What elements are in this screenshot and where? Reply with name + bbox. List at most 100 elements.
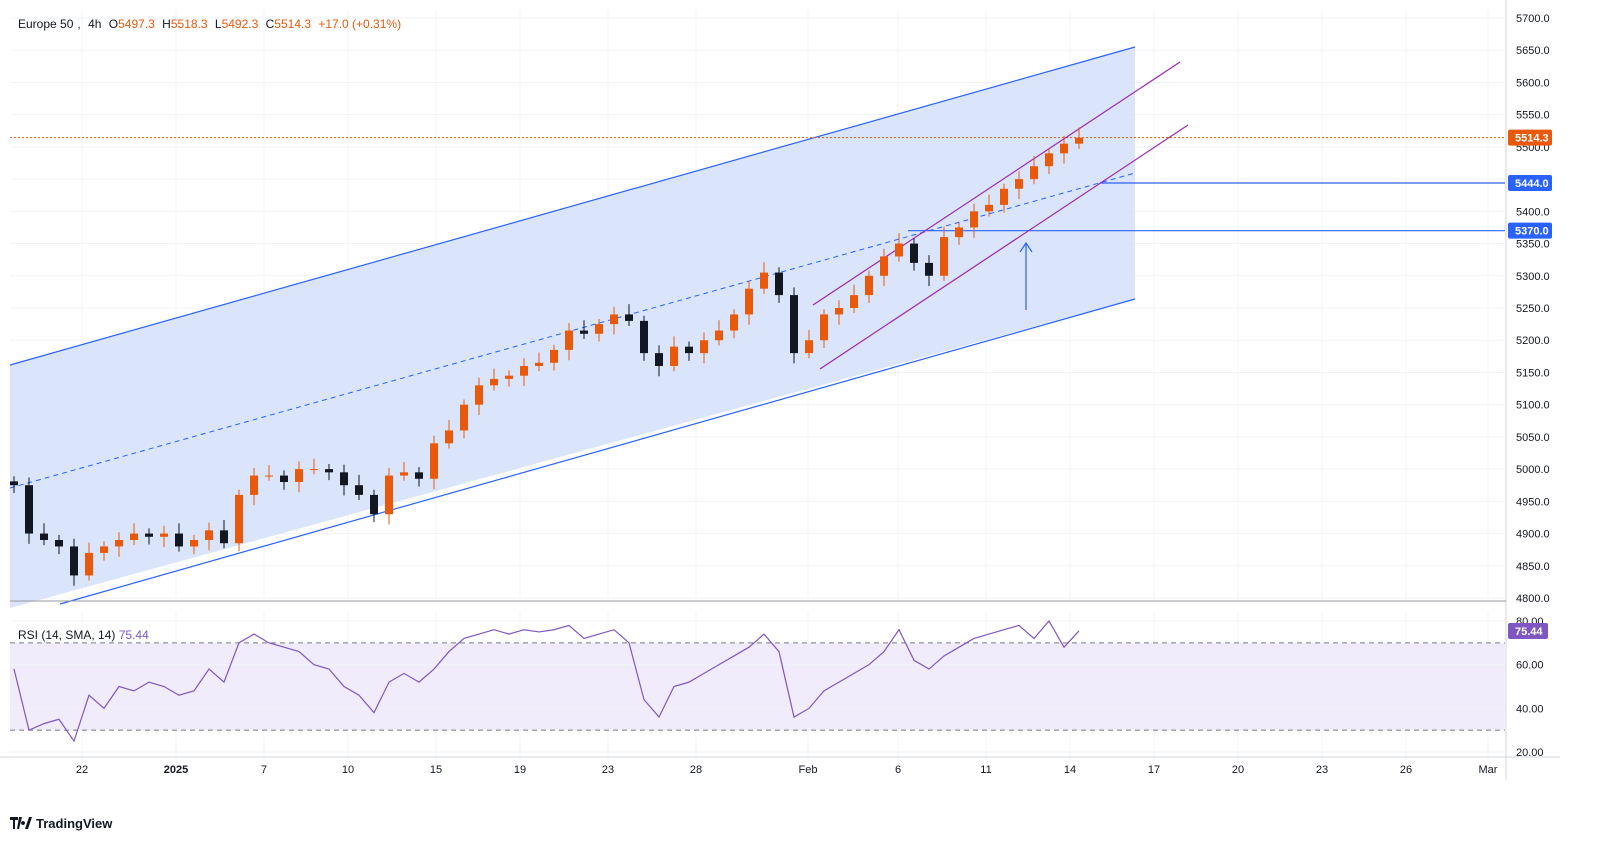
- candle-body: [925, 262, 933, 276]
- candle-body: [985, 204, 993, 212]
- time-axis-tick-label: 26: [1400, 764, 1412, 776]
- time-axis-tick-label: 22: [76, 764, 88, 776]
- candle-body: [445, 430, 453, 444]
- legend-high-label: H: [162, 17, 171, 31]
- price-axis-tick-label: 4850.0: [1516, 561, 1550, 573]
- candle-body: [910, 243, 918, 263]
- legend-close-value: 5514.3: [274, 17, 311, 31]
- candle-body: [190, 540, 198, 547]
- candle-body: [715, 330, 723, 341]
- price-axis-tick-label: 4800.0: [1516, 593, 1550, 605]
- candle-body: [1030, 166, 1038, 180]
- level-badge: 5370.0: [1508, 222, 1552, 239]
- candle-body: [160, 533, 168, 537]
- time-axis-tick-label: 17: [1148, 764, 1160, 776]
- candle-body: [100, 546, 108, 553]
- purple-channel-upper-line: [812, 61, 1181, 306]
- tradingview-logo[interactable]: TradingView: [10, 816, 112, 831]
- candle-body: [625, 314, 633, 321]
- purple-channel-lower-line: [819, 124, 1189, 370]
- candle-body: [955, 227, 963, 238]
- candle-body: [775, 272, 783, 296]
- channel-lower-line: [59, 298, 1136, 605]
- price-axis-tick-label: 5300.0: [1516, 271, 1550, 283]
- last-price-badge-text: 5514.3: [1515, 133, 1549, 145]
- price-axis-tick-label: 5000.0: [1516, 464, 1550, 476]
- candle-body: [505, 375, 513, 379]
- tradingview-logo-text: TradingView: [36, 816, 113, 831]
- level-badge-bg: [1508, 174, 1552, 191]
- time-axis-tick-label: Feb: [799, 764, 818, 776]
- candle-body: [460, 404, 468, 431]
- candle-body: [400, 472, 408, 476]
- time-axis-tick-label: 14: [1064, 764, 1076, 776]
- candle-body: [235, 494, 243, 544]
- candles-group: [10, 127, 1083, 586]
- legend-open-value: 5497.3: [118, 17, 155, 31]
- price-axis-tick-label: 5400.0: [1516, 206, 1550, 218]
- candle-body: [1045, 153, 1053, 167]
- candle-body: [475, 385, 483, 405]
- rsi-band-fill: [10, 642, 1505, 731]
- last-price-badge: 5514.3: [1508, 129, 1552, 146]
- time-axis-tick-label: 6: [895, 764, 901, 776]
- tradingview-logo-icon: [10, 817, 32, 829]
- rsi-value-badge: 75.44: [1508, 622, 1548, 639]
- candle-body: [1015, 179, 1023, 189]
- candle-body: [880, 256, 888, 276]
- candle-body: [70, 546, 78, 576]
- time-axis-tick-label: 19: [514, 764, 526, 776]
- candle-body: [535, 362, 543, 366]
- symbol-legend: Europe 50, 4h O5497.3 H5518.3 L5492.3 C5…: [18, 17, 405, 31]
- price-axis-tick-label: 5550.0: [1516, 110, 1550, 122]
- channel-median-dashed-line: [9, 172, 1136, 489]
- time-axis-tick-label: 20: [1232, 764, 1244, 776]
- price-axis-tick-label: 5100.0: [1516, 400, 1550, 412]
- candle-body: [280, 475, 288, 482]
- legend-close-label: C: [265, 17, 275, 31]
- rsi-legend-label[interactable]: RSI (14, SMA, 14): [18, 628, 116, 642]
- rsi-axis-tick-label: 40.00: [1516, 703, 1544, 715]
- candle-body: [835, 308, 843, 315]
- legend-symbol[interactable]: Europe 50: [18, 17, 74, 31]
- time-axis-tick-label: 15: [430, 764, 442, 776]
- price-axis-tick-label: 4900.0: [1516, 529, 1550, 541]
- candle-body: [40, 533, 48, 540]
- candle-body: [595, 324, 603, 334]
- legend-interval[interactable]: 4h: [88, 17, 102, 31]
- time-axis-tick-label: 7: [261, 764, 267, 776]
- rsi-legend-value: 75.44: [118, 628, 149, 642]
- legend-open-label: O: [108, 17, 119, 31]
- candle-body: [430, 443, 438, 479]
- candle-body: [940, 237, 948, 276]
- candle-body: [415, 472, 423, 479]
- rsi-value-badge-bg: [1508, 622, 1548, 639]
- rsi-axis-tick-label: 60.00: [1516, 660, 1544, 672]
- candle-body: [490, 378, 498, 386]
- price-axis-tick-label: 5650.0: [1516, 45, 1550, 57]
- time-axis-tick-label: 10: [342, 764, 354, 776]
- candle-body: [85, 552, 93, 576]
- candle-body: [325, 469, 333, 473]
- candle-body: [790, 295, 798, 354]
- candle-body: [610, 314, 618, 325]
- time-axis-tick-label: 23: [1316, 764, 1328, 776]
- time-axis-tick-label: 28: [690, 764, 702, 776]
- price-axis-tick-label: 5200.0: [1516, 335, 1550, 347]
- price-axis-tick-label: 5150.0: [1516, 367, 1550, 379]
- arrow-head-icon: [1019, 241, 1033, 253]
- candle-body: [145, 533, 153, 537]
- candle-body: [265, 475, 273, 477]
- candle-body: [865, 275, 873, 296]
- candle-body: [685, 346, 693, 354]
- time-axis-tick-label: Mar: [1479, 764, 1498, 776]
- price-axis-tick-label: 5600.0: [1516, 77, 1550, 89]
- candle-body: [1075, 137, 1083, 144]
- candle-body: [385, 475, 393, 515]
- channel-upper-line: [9, 46, 1136, 366]
- candle-body: [370, 494, 378, 515]
- legend-sep: ,: [77, 17, 81, 31]
- legend-change-value: +17.0 (+0.31%): [318, 17, 402, 31]
- candle-body: [580, 330, 588, 334]
